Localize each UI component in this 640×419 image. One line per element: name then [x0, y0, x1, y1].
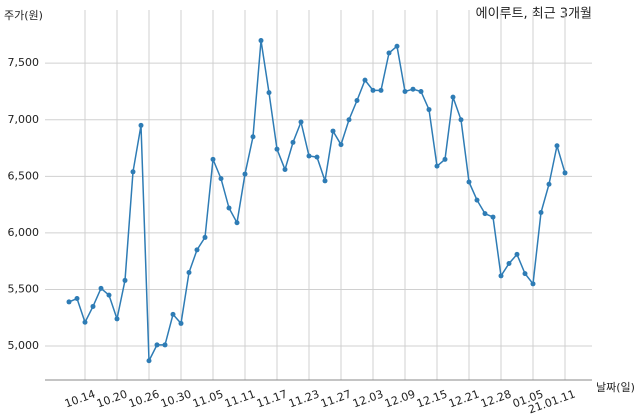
data-point: [530, 281, 536, 287]
chart-title: 에이루트, 최근 3개월: [476, 7, 592, 22]
data-point: [514, 251, 520, 257]
y-tick-label: 5,500: [8, 282, 40, 295]
data-point: [154, 342, 160, 348]
data-point: [490, 214, 496, 220]
data-point: [402, 88, 408, 94]
x-tick-label: 12.21: [447, 387, 481, 410]
data-point: [330, 128, 336, 134]
data-point: [266, 90, 272, 96]
data-point: [202, 234, 208, 240]
y-tick-label: 6,500: [8, 169, 40, 182]
data-point: [466, 179, 472, 185]
x-tick-label: 11.23: [287, 387, 321, 410]
x-tick-label: 12.15: [415, 387, 449, 410]
data-point: [562, 170, 568, 176]
data-point: [474, 197, 480, 203]
data-point: [274, 146, 280, 152]
data-point: [346, 117, 352, 123]
data-point: [386, 50, 392, 56]
data-point: [498, 273, 504, 279]
x-tick-label: 11.05: [191, 387, 225, 410]
data-point: [162, 342, 168, 348]
data-point: [482, 211, 488, 217]
data-point: [210, 156, 216, 162]
data-point: [290, 139, 296, 145]
data-point: [554, 143, 560, 149]
data-point: [506, 260, 512, 266]
data-point: [98, 285, 104, 291]
y-tick-label: 5,000: [8, 339, 40, 352]
x-tick-label: 11.11: [223, 387, 257, 410]
x-tick-label: 10.30: [159, 387, 193, 410]
data-point: [74, 296, 80, 302]
x-tick-label: 10.14: [63, 387, 97, 410]
data-point: [226, 205, 232, 211]
data-point: [170, 311, 176, 317]
data-point: [378, 87, 384, 93]
data-point: [546, 181, 552, 187]
data-point: [370, 87, 376, 93]
data-point: [362, 77, 368, 83]
x-tick-label: 10.26: [127, 387, 161, 410]
data-point: [90, 303, 96, 309]
y-axis-label: 주가(원): [4, 9, 43, 22]
data-point: [242, 171, 248, 177]
series-line: [68, 40, 566, 362]
data-point: [258, 38, 264, 44]
data-point: [66, 299, 72, 305]
data-point: [138, 122, 144, 128]
y-tick-label: 7,000: [8, 113, 40, 126]
data-point: [146, 358, 152, 364]
data-point: [434, 163, 440, 169]
x-tick-label: 12.03: [351, 387, 385, 410]
data-point: [114, 316, 120, 322]
data-point: [282, 167, 288, 173]
data-point: [122, 277, 128, 283]
data-point: [218, 176, 224, 182]
data-point: [354, 98, 360, 104]
data-point: [298, 119, 304, 125]
data-point: [178, 320, 184, 326]
data-point: [186, 270, 192, 276]
data-point: [418, 88, 424, 94]
data-point: [450, 94, 456, 100]
data-point: [106, 292, 112, 298]
data-point: [538, 210, 544, 216]
x-tick-label: 12.28: [479, 387, 513, 410]
data-point: [522, 271, 528, 277]
data-point: [314, 154, 320, 160]
data-point: [442, 156, 448, 162]
data-point: [130, 169, 136, 175]
data-point: [234, 220, 240, 226]
y-tick-label: 6,000: [8, 226, 40, 239]
x-tick-label: 11.27: [319, 387, 353, 410]
x-axis-label: 날짜(일): [596, 380, 635, 394]
y-tick-label: 7,500: [8, 56, 40, 69]
data-point: [338, 142, 344, 148]
data-point: [426, 107, 432, 113]
data-point: [250, 134, 256, 140]
data-point: [322, 178, 328, 184]
x-tick-label: 11.17: [255, 387, 289, 410]
data-point: [194, 247, 200, 253]
x-tick-label: 12.09: [383, 387, 417, 410]
x-tick-label: 10.20: [95, 387, 129, 410]
data-point: [394, 43, 400, 49]
data-point: [82, 319, 88, 325]
data-point: [410, 86, 416, 92]
data-point: [458, 117, 464, 123]
data-point: [306, 153, 312, 159]
